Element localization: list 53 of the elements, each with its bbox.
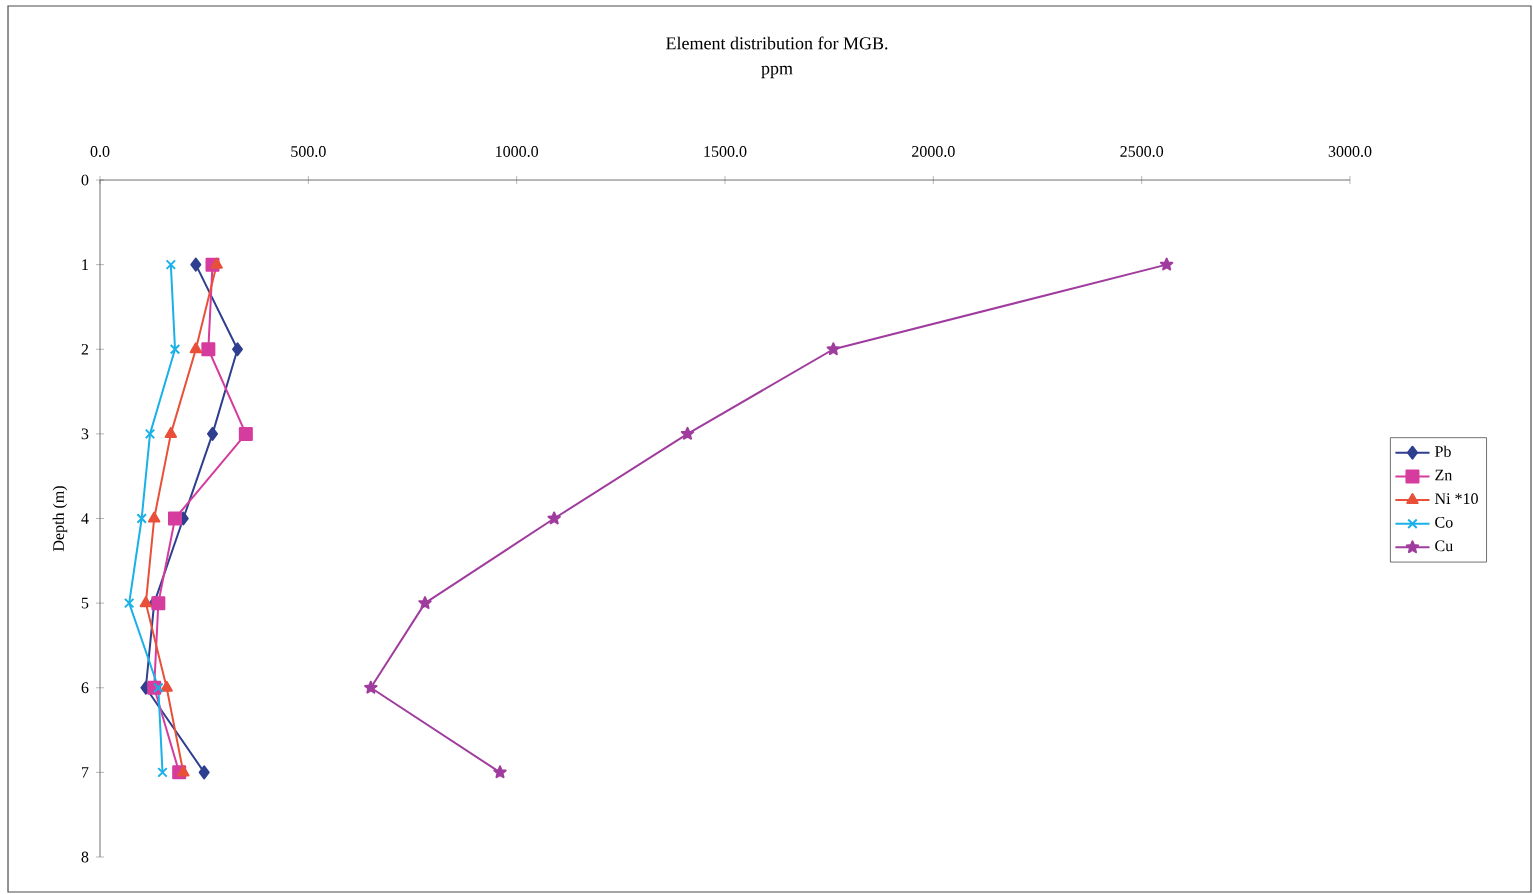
legend-label: Ni *10 [1435, 493, 1478, 505]
x-tick-label: 0.0 [90, 146, 110, 157]
point [144, 428, 156, 440]
point [153, 682, 164, 693]
point [139, 596, 153, 608]
point [165, 259, 177, 270]
point [232, 342, 244, 357]
y-tick-label: 3 [81, 428, 89, 440]
x-tick-label: 1000.0 [496, 146, 539, 157]
point [160, 680, 173, 692]
y-tick-label: 2 [81, 343, 89, 355]
point [168, 511, 183, 526]
y-tick-label: 5 [81, 597, 89, 609]
point [169, 344, 181, 355]
point [201, 342, 216, 357]
point [198, 765, 210, 780]
legend-label: Cu [1435, 540, 1453, 552]
point [136, 513, 147, 524]
point [190, 257, 202, 272]
y-tick-label: 4 [81, 513, 89, 524]
point [177, 765, 190, 777]
y-tick-label: 6 [81, 682, 89, 694]
point [680, 426, 695, 440]
point [1159, 257, 1174, 271]
x-tick-label: 2000.0 [912, 146, 955, 157]
x-tick-label: 500.0 [291, 146, 326, 157]
chart-subtitle: ppm [761, 65, 793, 79]
point [364, 680, 378, 694]
point [189, 342, 203, 354]
point [151, 596, 166, 611]
point [164, 426, 178, 438]
y-axis-title: Depth (m) [52, 486, 68, 552]
point [418, 596, 432, 609]
x-tick-label: 1500.0 [704, 146, 747, 157]
point [238, 426, 253, 441]
point [157, 767, 168, 778]
point [207, 426, 219, 441]
legend-label: Co [1435, 516, 1453, 528]
legend-label: Zn [1435, 469, 1453, 481]
legend-label: Pb [1435, 445, 1451, 457]
point [493, 765, 507, 779]
x-tick-label: 2500.0 [1120, 146, 1164, 157]
y-tick-label: 8 [81, 851, 89, 863]
point [123, 597, 135, 609]
point [147, 511, 161, 523]
point [210, 257, 223, 269]
chart-title: Element distribution for MGB. [666, 36, 888, 50]
point [826, 342, 841, 356]
y-tick-label: 7 [82, 767, 89, 778]
y-tick-label: 1 [82, 259, 88, 270]
y-tick-label: 0 [81, 174, 89, 186]
point [547, 511, 561, 525]
x-tick-label: 3000.0 [1328, 146, 1372, 157]
